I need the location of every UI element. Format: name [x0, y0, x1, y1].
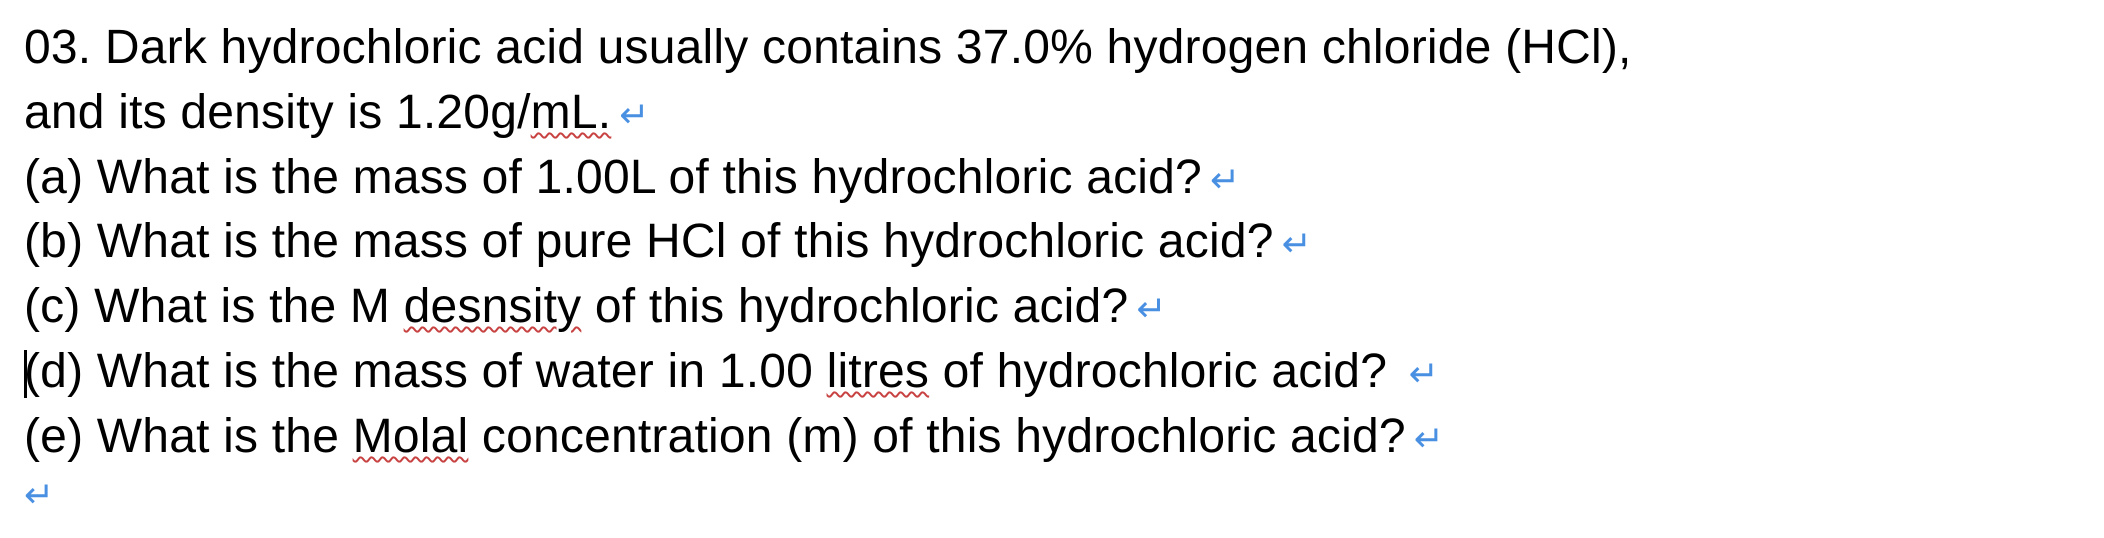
part-e-prefix: (e) What is the	[24, 410, 353, 463]
intro-text-2b-squiggle: mL.	[531, 86, 612, 139]
part-a-text: (a) What is the mass of 1.00L of this hy…	[24, 151, 1202, 204]
return-icon: ↵	[1414, 418, 1444, 459]
return-icon: ↵	[1210, 159, 1240, 200]
part-c-squiggle: desnsity	[404, 280, 582, 333]
intro-text-2a: and its density is 1.20g/	[24, 86, 531, 139]
return-icon: ↵	[1409, 353, 1439, 394]
part-e-suffix: concentration (m) of this hydrochloric a…	[468, 410, 1405, 463]
intro-line-2: and its density is 1.20g/mL.↵	[24, 81, 2080, 146]
part-e-line: (e) What is the Molal concentration (m) …	[24, 405, 2080, 470]
part-d-squiggle: litres	[827, 345, 930, 398]
part-c-suffix: of this hydrochloric acid?	[581, 280, 1128, 333]
part-b-text: (b) What is the mass of pure HCl of this…	[24, 215, 1274, 268]
final-return-icon: ↵	[24, 474, 2080, 516]
part-d-prefix: (d) What is the mass of water in 1.00	[24, 345, 827, 398]
part-d-suffix: of hydrochloric acid?	[929, 345, 1401, 398]
intro-line-1: 03. Dark hydrochloric acid usually conta…	[24, 16, 2080, 81]
return-icon: ↵	[619, 94, 649, 135]
part-a-line: (a) What is the mass of 1.00L of this hy…	[24, 146, 2080, 211]
question-block: 03. Dark hydrochloric acid usually conta…	[24, 16, 2080, 516]
intro-text-1: 03. Dark hydrochloric acid usually conta…	[24, 21, 1632, 74]
part-c-line: (c) What is the M desnsity of this hydro…	[24, 275, 2080, 340]
return-icon: ↵	[1282, 223, 1312, 264]
part-c-prefix: (c) What is the M	[24, 280, 404, 333]
return-icon: ↵	[1136, 288, 1166, 329]
part-b-line: (b) What is the mass of pure HCl of this…	[24, 210, 2080, 275]
part-e-squiggle: Molal	[353, 410, 469, 463]
part-d-line: (d) What is the mass of water in 1.00 li…	[24, 340, 2080, 405]
